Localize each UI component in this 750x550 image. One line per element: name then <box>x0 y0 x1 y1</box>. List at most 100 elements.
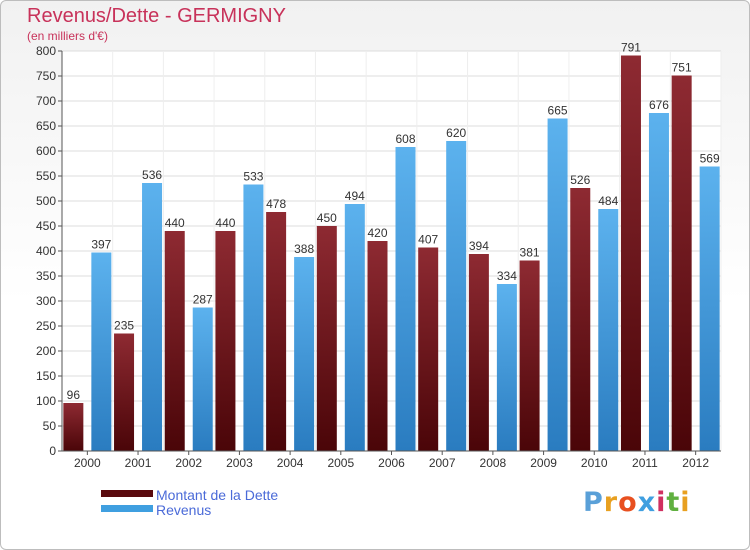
bar-value-label: 751 <box>672 61 692 75</box>
bar-value-label: 397 <box>91 238 111 252</box>
bar-value-label: 394 <box>469 239 489 253</box>
bar-value-label: 608 <box>395 132 415 146</box>
bar-revenus <box>395 147 416 451</box>
bar-revenus <box>243 184 264 451</box>
y-tick-label: 300 <box>36 294 56 308</box>
x-tick-label: 2003 <box>226 456 253 470</box>
bar-value-label: 420 <box>367 226 387 240</box>
logo-letter: P <box>583 487 604 518</box>
bar-value-label: 533 <box>243 170 263 184</box>
legend-swatch-debt <box>101 490 153 497</box>
x-tick-label: 2006 <box>378 456 405 470</box>
bar-dette <box>63 403 84 451</box>
bar-revenus <box>91 252 112 451</box>
bar-dette <box>468 254 489 451</box>
y-tick-label: 600 <box>36 144 56 158</box>
chart-title: Revenus/Dette - GERMIGNY <box>27 5 286 27</box>
bar-value-label: 334 <box>497 269 517 283</box>
x-tick-label: 2001 <box>125 456 152 470</box>
y-tick-label: 550 <box>36 169 56 183</box>
x-tick-label: 2009 <box>530 456 557 470</box>
logo-letter: t <box>666 487 681 518</box>
bar-revenus <box>294 257 315 451</box>
y-tick-label: 650 <box>36 119 56 133</box>
bar-revenus <box>547 118 568 451</box>
bar-value-label: 791 <box>621 41 641 55</box>
y-tick-label: 0 <box>49 444 56 458</box>
bar-value-label: 381 <box>520 246 540 260</box>
bar-value-label: 440 <box>215 216 235 230</box>
y-tick-label: 800 <box>36 44 56 58</box>
proxiti-logo: Proxiti <box>583 487 691 518</box>
y-tick-label: 150 <box>36 369 56 383</box>
logo-letter: i <box>680 487 691 518</box>
bar-dette <box>519 260 540 451</box>
bar-revenus <box>496 284 517 451</box>
y-tick-label: 350 <box>36 269 56 283</box>
bar-dette <box>570 188 591 451</box>
legend-swatch-revenus <box>101 505 153 512</box>
bar-value-label: 388 <box>294 242 314 256</box>
x-tick-label: 2007 <box>429 456 456 470</box>
legend: Montant de la Dette Revenus <box>101 487 278 518</box>
bar-revenus <box>142 183 163 451</box>
logo-letter: o <box>618 487 638 518</box>
y-tick-label: 100 <box>36 394 56 408</box>
bar-revenus <box>699 166 720 451</box>
x-tick-label: 2004 <box>277 456 304 470</box>
bar-value-label: 494 <box>345 189 365 203</box>
bar-dette <box>266 212 287 451</box>
bar-value-label: 676 <box>649 98 669 112</box>
y-tick-label: 50 <box>43 419 57 433</box>
bar-revenus <box>648 113 669 451</box>
logo-letter: x <box>637 487 657 518</box>
bar-value-label: 620 <box>446 126 466 140</box>
bar-dette <box>316 226 337 451</box>
x-tick-label: 2005 <box>327 456 354 470</box>
chart-subtitle: (en milliers d'€) <box>27 29 108 43</box>
x-tick-label: 2010 <box>581 456 608 470</box>
bar-value-label: 96 <box>67 388 81 402</box>
y-tick-label: 400 <box>36 244 56 258</box>
bar-value-label: 440 <box>165 216 185 230</box>
x-tick-label: 2002 <box>175 456 202 470</box>
bar-value-label: 484 <box>598 194 618 208</box>
bar-dette <box>418 247 439 451</box>
bar-dette <box>367 241 388 451</box>
bar-dette <box>114 333 135 451</box>
x-tick-label: 2008 <box>480 456 507 470</box>
bar-value-label: 287 <box>193 293 213 307</box>
bar-dette <box>620 55 641 451</box>
logo-letter: i <box>656 487 667 518</box>
legend-label-debt: Montant de la Dette <box>156 487 278 503</box>
y-tick-label: 200 <box>36 344 56 358</box>
logo-letter: r <box>603 487 619 518</box>
y-tick-label: 450 <box>36 219 56 233</box>
bar-revenus <box>598 209 619 451</box>
bar-value-label: 536 <box>142 168 162 182</box>
bar-value-label: 665 <box>548 104 568 118</box>
bar-value-label: 450 <box>317 211 337 225</box>
bar-dette <box>164 231 185 451</box>
y-tick-label: 750 <box>36 69 56 83</box>
bar-value-label: 478 <box>266 197 286 211</box>
bar-value-label: 526 <box>570 173 590 187</box>
x-tick-label: 2011 <box>632 456 658 470</box>
bar-value-label: 235 <box>114 319 134 333</box>
bar-revenus <box>344 204 365 451</box>
bar-layer <box>63 55 720 451</box>
bar-dette <box>671 75 692 451</box>
y-tick-label: 500 <box>36 194 56 208</box>
bar-value-label: 569 <box>700 152 720 166</box>
bar-dette <box>215 231 236 451</box>
bar-revenus <box>446 141 467 451</box>
y-tick-label: 700 <box>36 94 56 108</box>
legend-label-revenus: Revenus <box>156 502 211 518</box>
axis-layer: 0 50 100 150 200 250 300 350 400 450 500 550 600 650 7… <box>36 44 721 470</box>
bar-revenus <box>192 307 213 451</box>
x-tick-label: 2000 <box>74 456 101 470</box>
bar-value-label: 407 <box>418 233 438 247</box>
